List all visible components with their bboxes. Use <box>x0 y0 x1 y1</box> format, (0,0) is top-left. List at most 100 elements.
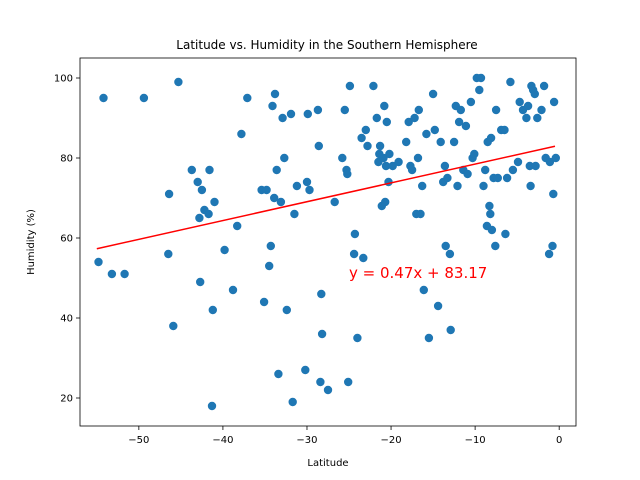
data-point-150 <box>539 81 549 91</box>
x-tick-label: −50 <box>128 435 149 446</box>
data-point-66 <box>363 141 372 151</box>
data-point-74 <box>380 101 389 111</box>
data-point-53 <box>330 197 339 207</box>
regression-equation: y = 0.47x + 83.17 <box>349 264 487 282</box>
data-point-90 <box>416 209 425 219</box>
data-point-105 <box>449 137 459 147</box>
data-point-138 <box>515 97 524 107</box>
data-point-119 <box>479 181 488 191</box>
data-point-157 <box>551 153 560 163</box>
data-point-147 <box>531 161 540 171</box>
data-point-141 <box>523 101 533 111</box>
data-point-13 <box>197 185 207 195</box>
data-point-71 <box>375 141 385 151</box>
data-point-55 <box>340 105 349 115</box>
data-point-9 <box>187 165 196 175</box>
data-point-100 <box>440 161 450 171</box>
x-tick-label: −20 <box>380 435 401 446</box>
data-point-12 <box>196 277 205 287</box>
data-point-16 <box>205 165 214 175</box>
data-point-15 <box>204 209 213 219</box>
regression-line-layer <box>96 145 556 250</box>
data-point-76 <box>381 161 391 171</box>
data-point-30 <box>268 101 277 111</box>
data-point-133 <box>501 229 510 239</box>
data-point-113 <box>466 97 476 107</box>
data-point-59 <box>345 81 355 91</box>
data-point-65 <box>361 125 370 135</box>
data-point-107 <box>453 181 462 191</box>
data-point-154 <box>548 241 557 251</box>
data-point-61 <box>350 229 360 239</box>
data-point-83 <box>404 117 413 127</box>
data-point-33 <box>272 165 281 175</box>
data-point-98 <box>436 137 445 147</box>
data-point-95 <box>428 89 438 99</box>
data-point-50 <box>317 289 326 299</box>
data-point-58 <box>344 377 353 387</box>
x-axis-label: Latitude <box>307 458 348 469</box>
data-point-112 <box>463 169 472 179</box>
data-point-64 <box>359 253 368 263</box>
data-point-60 <box>349 249 359 259</box>
x-axis-ticks: −50 −40 −30 −20 −10 0 <box>128 426 562 446</box>
data-point-35 <box>276 197 286 207</box>
x-tick-label: 0 <box>556 435 562 446</box>
data-point-8 <box>174 77 183 87</box>
data-point-43 <box>301 365 310 375</box>
data-point-109 <box>456 105 465 115</box>
data-point-6 <box>164 189 174 199</box>
data-point-2 <box>107 269 117 279</box>
data-point-91 <box>418 181 427 191</box>
data-point-26 <box>259 297 269 307</box>
points-layer <box>94 73 560 411</box>
data-point-79 <box>385 149 394 159</box>
data-point-132 <box>500 125 509 135</box>
data-point-129 <box>491 105 501 115</box>
y-axis-label: Humidity (%) <box>26 209 37 275</box>
x-tick-label: −10 <box>465 435 486 446</box>
data-point-104 <box>446 325 455 335</box>
data-point-120 <box>481 165 490 175</box>
data-point-135 <box>506 77 515 87</box>
data-point-140 <box>522 113 531 123</box>
data-point-23 <box>237 129 246 139</box>
y-tick-label: 20 <box>60 394 73 405</box>
data-point-155 <box>549 189 558 199</box>
data-point-115 <box>470 149 479 159</box>
data-point-143 <box>526 181 535 191</box>
data-point-111 <box>461 121 471 131</box>
data-point-37 <box>280 153 289 163</box>
data-point-136 <box>508 165 518 175</box>
data-point-46 <box>305 185 314 195</box>
data-point-77 <box>382 117 391 127</box>
data-point-41 <box>290 209 299 219</box>
y-tick-label: 40 <box>60 314 73 325</box>
data-point-10 <box>193 177 202 187</box>
data-point-34 <box>274 369 283 379</box>
y-tick-label: 100 <box>54 74 73 85</box>
data-point-0 <box>94 257 103 267</box>
data-point-82 <box>402 137 411 147</box>
data-point-152 <box>544 249 554 259</box>
data-point-36 <box>278 113 287 123</box>
x-tick-label: −40 <box>212 435 233 446</box>
data-point-3 <box>120 269 129 279</box>
y-axis-ticks: 20 40 60 80 100 <box>54 74 80 405</box>
data-point-148 <box>533 113 542 123</box>
data-point-153 <box>545 157 555 167</box>
data-point-101 <box>441 241 450 251</box>
data-point-1 <box>99 93 108 103</box>
data-point-68 <box>372 113 381 123</box>
plot-frame <box>79 57 577 427</box>
data-point-94 <box>424 333 434 343</box>
chart-title: Latitude vs. Humidity in the Southern He… <box>176 38 477 52</box>
data-point-40 <box>288 397 297 407</box>
x-tick-label: −30 <box>296 435 317 446</box>
data-point-49 <box>316 377 325 387</box>
data-point-5 <box>164 249 173 259</box>
data-point-123 <box>485 201 494 211</box>
data-point-32 <box>270 89 280 99</box>
data-point-42 <box>292 181 302 191</box>
